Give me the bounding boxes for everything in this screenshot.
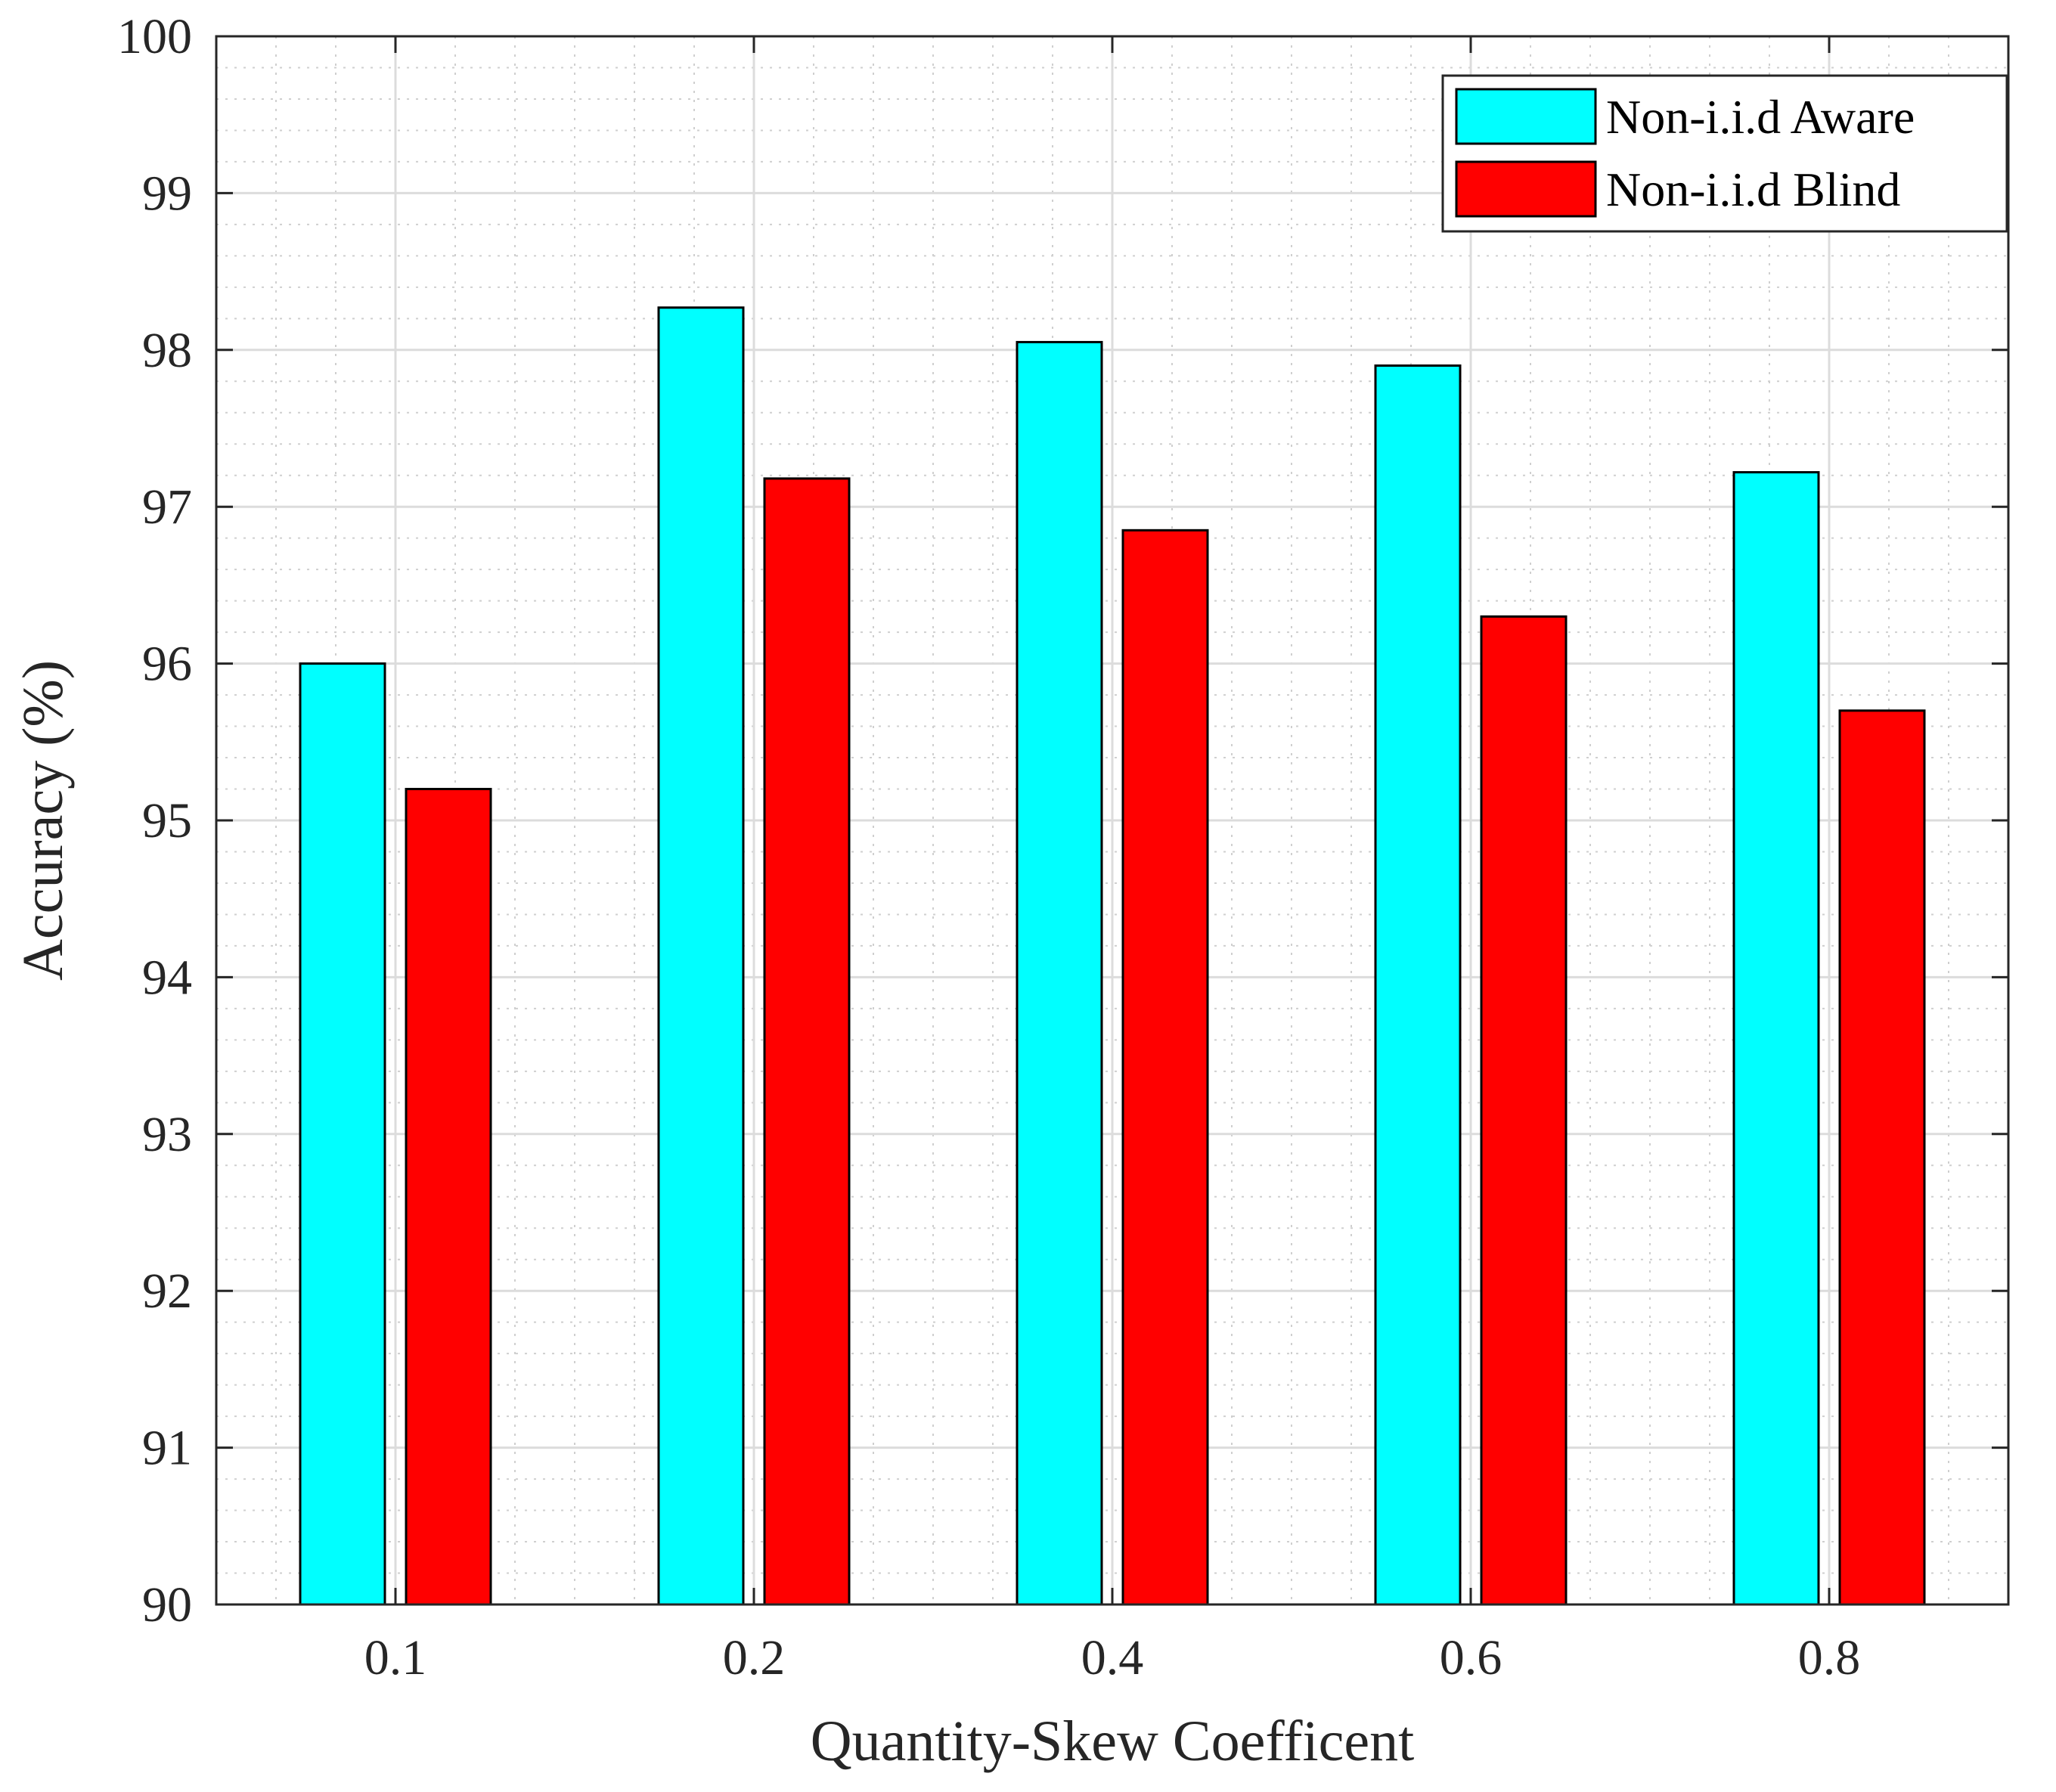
y-tick-label: 99 <box>142 166 192 221</box>
legend-swatch-blind <box>1455 160 1597 218</box>
y-tick-label: 94 <box>142 950 192 1005</box>
bar-blind-0.1 <box>405 788 492 1606</box>
y-tick-label: 95 <box>142 793 192 848</box>
bar-blind-0.6 <box>1480 615 1568 1606</box>
legend-swatch-aware <box>1455 88 1597 145</box>
bars <box>299 306 1926 1606</box>
bar-aware-0.8 <box>1732 471 1820 1606</box>
x-axis-title: Quantity-Skew Coefficent <box>811 1710 1415 1773</box>
y-tick-label: 96 <box>142 637 192 692</box>
bar-aware-0.6 <box>1374 364 1462 1606</box>
y-tick-label: 98 <box>142 323 192 378</box>
legend-label-aware: Non-i.i.d Aware <box>1606 90 1915 144</box>
y-tick-label: 91 <box>142 1421 192 1476</box>
bar-aware-0.4 <box>1016 340 1103 1606</box>
y-tick-label: 100 <box>117 9 192 64</box>
bar-aware-0.2 <box>657 306 745 1606</box>
bar-blind-0.8 <box>1838 709 1926 1606</box>
axis-ticks: 90 91 92 93 94 95 96 97 98 99 100 0.1 0.2 0.4 0.6 0.8 <box>117 9 2008 1685</box>
legend: Non-i.i.d Aware Non-i.i.d Blind <box>1441 74 2008 233</box>
bar-aware-0.1 <box>299 662 386 1606</box>
x-tick-label: 0.1 <box>364 1630 427 1685</box>
x-tick-label: 0.4 <box>1081 1630 1144 1685</box>
y-tick-label: 92 <box>142 1263 192 1319</box>
y-tick-label: 90 <box>142 1577 192 1632</box>
bar-blind-0.4 <box>1121 529 1209 1606</box>
x-tick-label: 0.2 <box>723 1630 786 1685</box>
bar-blind-0.2 <box>763 477 851 1606</box>
x-tick-label: 0.8 <box>1798 1630 1861 1685</box>
y-tick-label: 93 <box>142 1107 192 1162</box>
y-axis-title: Accuracy (%) <box>11 660 75 981</box>
legend-label-blind: Non-i.i.d Blind <box>1606 163 1900 216</box>
x-tick-label: 0.6 <box>1440 1630 1502 1685</box>
y-tick-label: 97 <box>142 479 192 535</box>
